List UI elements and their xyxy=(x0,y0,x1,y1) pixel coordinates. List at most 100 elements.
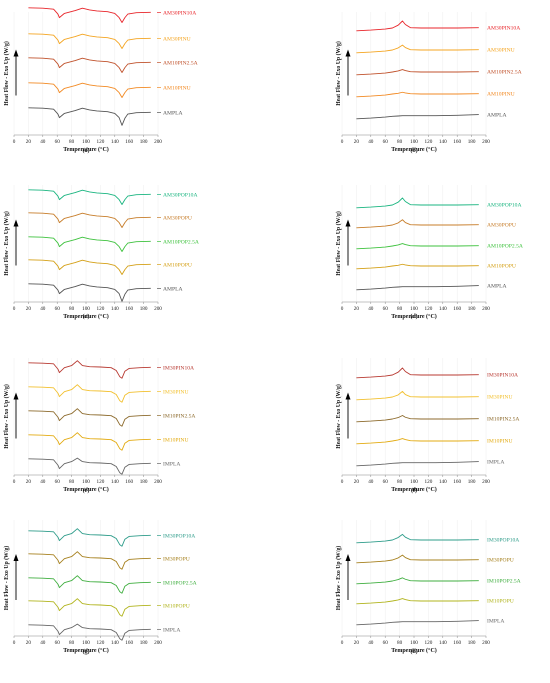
series-label: IM10PINU xyxy=(487,439,512,445)
x-tick-label: 80 xyxy=(397,139,403,145)
series-label: IMPLA xyxy=(163,627,180,633)
exo-up-arrowhead-icon xyxy=(345,392,351,400)
series-label: IM30PIN10A xyxy=(163,365,194,371)
x-tick-label: 140 xyxy=(439,640,447,646)
x-tick-label: 200 xyxy=(482,479,490,485)
x-tick-label: 180 xyxy=(140,306,148,312)
series-line xyxy=(28,212,151,228)
panel-caption: (b) xyxy=(410,147,417,154)
x-tick-label: 40 xyxy=(40,479,46,485)
x-tick-label: 40 xyxy=(368,479,374,485)
series-label: IM10PIN2.5A xyxy=(487,417,519,423)
series-line xyxy=(356,533,479,544)
x-tick-label: 40 xyxy=(40,139,46,145)
series-line xyxy=(356,114,479,120)
chart-panel: 0 20 40 60 80 100 120 140 160 180 200 Temperature (… xyxy=(3,7,198,154)
x-tick-label: 180 xyxy=(468,139,476,145)
series-label: AM10PINU xyxy=(487,92,515,98)
x-tick-label: 40 xyxy=(368,139,374,145)
series-line xyxy=(28,432,151,451)
x-tick-label: 0 xyxy=(341,640,344,646)
x-tick-label: 160 xyxy=(453,306,461,312)
exo-up-arrowhead-icon xyxy=(13,392,19,400)
exo-up-arrowhead-icon xyxy=(345,49,351,57)
x-tick-label: 200 xyxy=(154,139,162,145)
x-tick-label: 60 xyxy=(55,139,61,145)
series-label: AM30POP10A xyxy=(163,192,198,198)
x-tick-label: 180 xyxy=(468,306,476,312)
series-label: IM10POPU xyxy=(487,599,514,605)
series-line xyxy=(356,285,479,291)
series-label: IM10POPU xyxy=(163,603,190,609)
series-line xyxy=(356,415,479,423)
series-line xyxy=(28,33,151,49)
chart-panel: 0 20 40 60 80 100 120 140 160 180 200 Temperature (… xyxy=(335,185,523,320)
series-label: IM30POPU xyxy=(487,558,514,564)
series-line xyxy=(356,598,479,605)
x-tick-label: 200 xyxy=(154,479,162,485)
x-axis-label: Temperature (°C) xyxy=(63,313,109,320)
series-line xyxy=(356,20,479,32)
series-line xyxy=(28,457,151,475)
x-tick-label: 60 xyxy=(55,306,61,312)
x-tick-label: 60 xyxy=(383,306,389,312)
series-line xyxy=(356,620,479,626)
series-line xyxy=(356,197,479,209)
x-tick-label: 180 xyxy=(140,479,148,485)
y-axis-label: Heat Flow - Exo Up (W/g) xyxy=(3,211,10,276)
x-tick-label: 120 xyxy=(97,139,105,145)
x-tick-label: 40 xyxy=(368,306,374,312)
x-axis-label: Temperature (°C) xyxy=(63,486,109,493)
series-line xyxy=(356,390,479,401)
x-tick-label: 200 xyxy=(154,306,162,312)
x-tick-label: 80 xyxy=(69,139,75,145)
x-tick-label: 160 xyxy=(125,479,133,485)
x-tick-label: 100 xyxy=(410,306,418,312)
series-line xyxy=(356,438,479,445)
x-tick-label: 100 xyxy=(82,306,90,312)
x-tick-label: 80 xyxy=(69,306,75,312)
series-line xyxy=(356,367,479,379)
series-label: AM30POPU xyxy=(163,215,192,221)
series-line xyxy=(28,189,151,205)
x-tick-label: 120 xyxy=(425,306,433,312)
series-label: AM30PIN10A xyxy=(487,26,520,32)
x-tick-label: 20 xyxy=(354,479,360,485)
chart-panel: 0 20 40 60 80 100 120 140 160 180 200 Temperature (… xyxy=(335,520,521,655)
series-label: IM10PINU xyxy=(163,437,188,443)
series-label: AM10PIN2.5A xyxy=(163,60,198,66)
x-tick-label: 20 xyxy=(26,479,32,485)
series-label: IMPLA xyxy=(487,460,504,466)
series-label: AM10PINU xyxy=(163,85,191,91)
x-tick-label: 80 xyxy=(69,640,75,646)
series-line xyxy=(28,575,151,594)
chart-panel: 0 20 40 60 80 100 120 140 160 180 200 Temperature (… xyxy=(3,185,199,320)
x-tick-label: 100 xyxy=(410,640,418,646)
series-label: AM10POP2.5A xyxy=(163,239,199,245)
x-axis-label: Temperature (°C) xyxy=(391,486,437,493)
y-axis-label: Heat Flow - Exo Up (W/g) xyxy=(3,41,10,106)
series-line xyxy=(356,69,479,76)
series-label: IM10PIN2.5A xyxy=(163,413,195,419)
x-tick-label: 100 xyxy=(82,139,90,145)
series-label: IM30POPU xyxy=(163,556,190,562)
exo-up-arrowhead-icon xyxy=(345,554,351,561)
series-line xyxy=(356,219,479,229)
x-tick-label: 200 xyxy=(482,139,490,145)
exo-up-arrowhead-icon xyxy=(13,554,19,561)
x-axis-label: Temperature (°C) xyxy=(63,647,109,654)
series-line xyxy=(356,577,479,585)
series-label: AMPLA xyxy=(163,286,183,292)
x-tick-label: 80 xyxy=(69,479,75,485)
x-tick-label: 180 xyxy=(140,640,148,646)
x-tick-label: 0 xyxy=(341,479,344,485)
x-tick-label: 80 xyxy=(397,640,403,646)
y-axis-label: Heat Flow - Exo Up (W/g) xyxy=(335,211,342,276)
x-tick-label: 160 xyxy=(125,139,133,145)
x-tick-label: 0 xyxy=(341,306,344,312)
x-axis-label: Temperature (°C) xyxy=(391,313,437,320)
series-line xyxy=(28,598,151,617)
series-label: IM30PINU xyxy=(163,389,188,395)
series-label: AM10POPU xyxy=(487,264,516,270)
